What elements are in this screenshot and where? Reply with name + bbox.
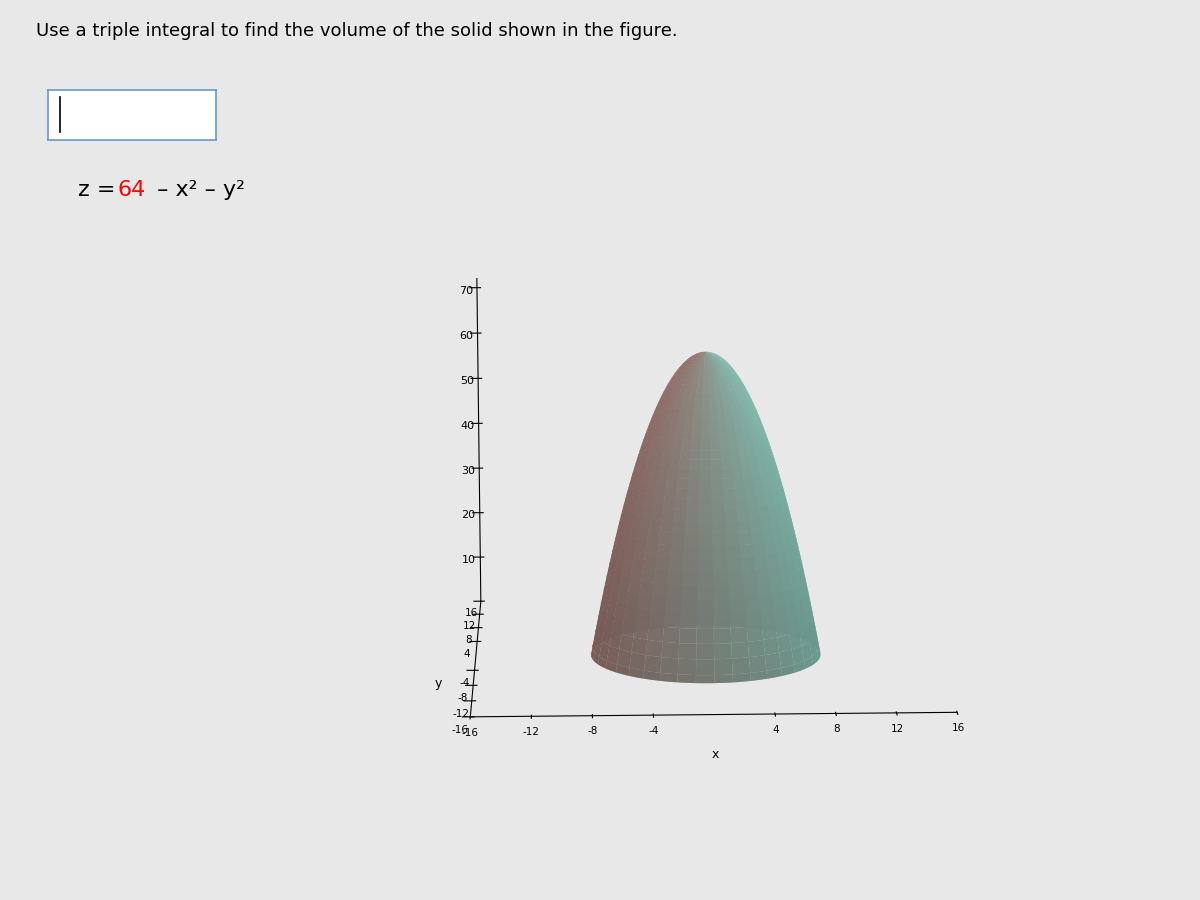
Y-axis label: y: y <box>436 677 443 689</box>
Text: 64: 64 <box>118 180 146 200</box>
X-axis label: x: x <box>712 748 719 760</box>
Text: – x² – y²: – x² – y² <box>150 180 245 200</box>
Text: z =: z = <box>78 180 122 200</box>
Text: Use a triple integral to find the volume of the solid shown in the figure.: Use a triple integral to find the volume… <box>36 22 678 40</box>
